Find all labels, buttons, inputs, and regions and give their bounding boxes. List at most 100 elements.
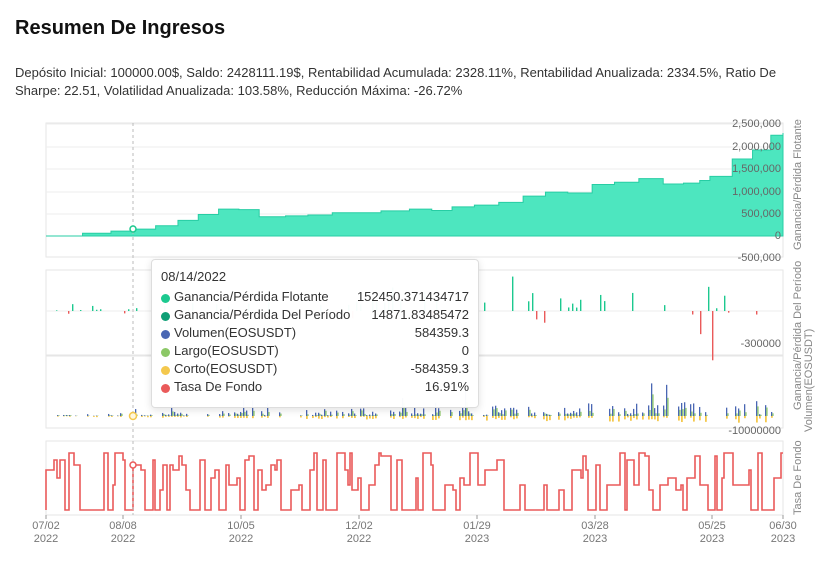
volume-bar <box>414 407 416 416</box>
long-bar <box>151 415 153 416</box>
volume-bar <box>549 414 551 416</box>
volume-bar <box>261 411 263 416</box>
volume-bar <box>756 401 758 416</box>
period-bar <box>512 276 514 311</box>
floating-pnl-area <box>46 132 784 237</box>
short-bar <box>330 416 332 418</box>
short-bar <box>558 416 560 420</box>
volume-bar <box>330 411 332 416</box>
long-bar <box>280 413 282 416</box>
short-bar <box>504 416 506 420</box>
x-tick-year: 2022 <box>34 533 58 545</box>
tooltip-row-floating: Ganancia/Pérdida Flotante 152450.3714347… <box>161 289 469 307</box>
short-bar <box>642 416 644 420</box>
x-tick-label: 10/05 <box>227 520 255 532</box>
long-bar <box>415 414 417 416</box>
x-tick-year: 2023 <box>583 533 607 545</box>
tooltip-row-value: 14871.83485472 <box>371 307 469 322</box>
period-bar <box>756 311 758 315</box>
volume-bar <box>558 412 560 416</box>
volume-bar <box>513 407 515 416</box>
short-bar <box>726 416 728 419</box>
volume-bar <box>57 415 59 416</box>
long-bar <box>580 411 582 416</box>
volume-bar <box>183 415 185 416</box>
ylabel-funding: Tasa De Fondo <box>792 440 804 515</box>
volume-bar <box>492 406 494 416</box>
long-bar <box>361 410 363 416</box>
long-bar <box>613 409 615 416</box>
long-bar <box>172 411 174 416</box>
short-bar <box>684 416 686 419</box>
long-bar <box>772 413 774 416</box>
long-bar <box>592 412 594 416</box>
short-bar <box>468 416 470 420</box>
long-bar <box>631 415 633 416</box>
long-bar <box>643 413 645 416</box>
volume-bar <box>321 414 323 416</box>
volume-series <box>57 383 774 423</box>
period-bar <box>600 294 602 311</box>
ylabel-floating: Ganancia/Pérdida Flotante <box>792 119 804 250</box>
volume-bar <box>531 413 533 416</box>
short-bar <box>279 416 281 418</box>
short-bar <box>69 416 71 417</box>
legend-dot-volume <box>161 330 170 339</box>
short-bar <box>360 416 362 417</box>
long-bar <box>706 414 708 416</box>
short-bar <box>264 416 266 417</box>
long-bar <box>502 414 504 416</box>
volume-bar <box>681 402 683 416</box>
period-bar <box>568 307 570 311</box>
short-bar <box>549 416 551 421</box>
short-bar <box>324 416 326 418</box>
short-bar <box>177 416 179 417</box>
short-bar <box>363 416 365 417</box>
long-bar <box>166 415 168 416</box>
period-bar <box>100 309 102 311</box>
long-bar <box>208 414 210 416</box>
tooltip-row-name: Largo(EOSUSDT) <box>174 343 279 358</box>
short-bar <box>510 416 512 418</box>
long-bar <box>679 409 681 416</box>
long-bar <box>181 413 183 416</box>
volume-bar <box>543 412 545 416</box>
long-bar <box>355 415 357 416</box>
long-bar <box>58 415 60 416</box>
long-bar <box>406 411 408 416</box>
short-bar <box>93 416 95 417</box>
long-bar <box>175 414 177 416</box>
short-bar <box>516 416 518 419</box>
ylabel-period: Ganancia/Pérdida Del Período <box>792 261 804 410</box>
volume-bar <box>66 415 68 416</box>
long-bar <box>505 410 507 416</box>
volume-bar <box>177 413 179 416</box>
long-bar <box>109 415 111 416</box>
volume-bar <box>573 410 575 416</box>
legend-dot-funding <box>161 384 170 393</box>
volume-bar <box>171 404 173 416</box>
volume-bar <box>234 412 236 416</box>
short-bar <box>648 416 650 420</box>
volume-bar <box>435 402 437 416</box>
y-tick-volume: -10000000 <box>728 425 781 437</box>
hover-marker-funding <box>129 461 137 469</box>
volume-bar <box>726 407 728 416</box>
long-bar <box>739 410 741 416</box>
volume-bar <box>609 408 611 416</box>
long-bar <box>466 402 468 416</box>
x-tick-year: 2022 <box>347 533 371 545</box>
short-bar <box>342 416 344 419</box>
volume-bar <box>705 412 707 416</box>
long-bar <box>337 412 339 416</box>
short-bar <box>240 416 242 418</box>
tooltip-row-period: Ganancia/Pérdida Del Período 14871.83485… <box>161 307 469 325</box>
long-bar <box>565 413 567 416</box>
long-bar <box>376 414 378 416</box>
volume-bar <box>363 408 365 416</box>
volume-bar <box>267 403 269 416</box>
short-bar <box>654 416 656 420</box>
x-tick-year: 2023 <box>465 533 489 545</box>
x-tick-label: 01/29 <box>463 520 491 532</box>
